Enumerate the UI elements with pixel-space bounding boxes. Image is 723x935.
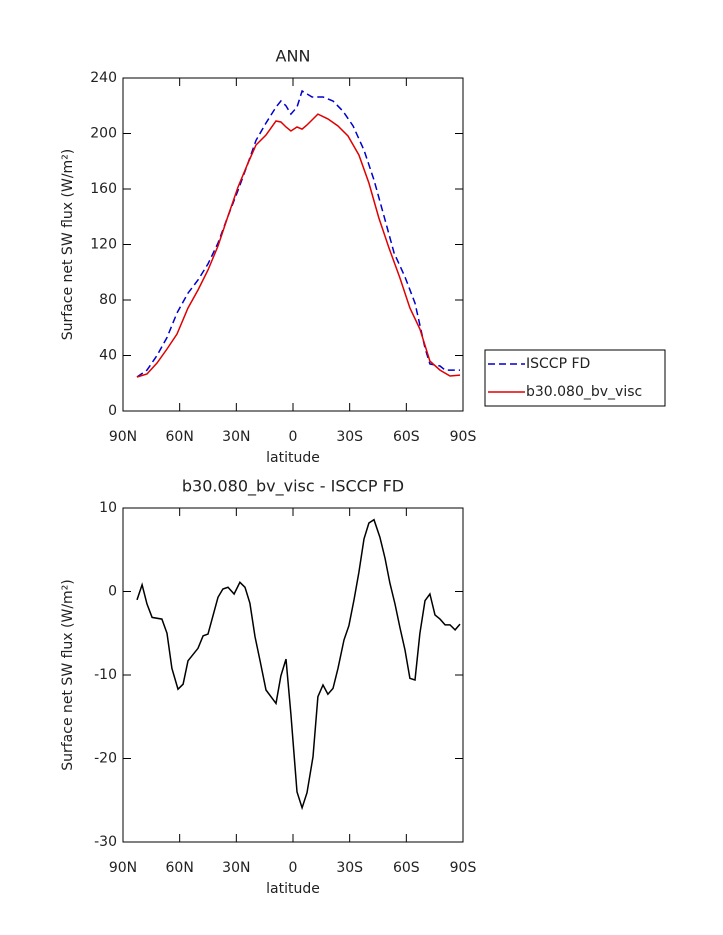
y-tick-label: 160	[90, 181, 117, 197]
x-tick-label: 0	[289, 429, 298, 445]
y-tick-label: 240	[90, 70, 117, 86]
plot-frame	[122, 77, 464, 412]
y-tick-label: 10	[99, 500, 117, 516]
x-tick-label: 30N	[222, 860, 250, 876]
x-axis-label: latitude	[266, 450, 320, 466]
x-tick-label: 60N	[166, 860, 194, 876]
x-tick-label: 90N	[109, 429, 137, 445]
x-tick-label: 30N	[222, 429, 250, 445]
y-tick-label: 0	[108, 584, 117, 600]
x-tick-label: 90S	[450, 429, 477, 445]
data-line	[136, 518, 461, 811]
x-tick-label: 30S	[336, 429, 363, 445]
data-line	[136, 113, 461, 378]
x-axis-label: latitude	[266, 881, 320, 897]
y-tick-label: -10	[94, 667, 117, 683]
x-tick-label: 60N	[166, 429, 194, 445]
data-line	[136, 89, 460, 378]
y-tick-label: 200	[90, 126, 117, 142]
legend-box	[484, 349, 666, 407]
y-tick-label: 40	[99, 348, 117, 364]
y-axis-label: Surface net SW flux (W/m²)	[60, 149, 76, 341]
y-tick-label: 80	[99, 292, 117, 308]
y-axis-label: Surface net SW flux (W/m²)	[60, 579, 76, 771]
chart-title: b30.080_bv_visc - ISCCP FD	[182, 477, 404, 497]
y-tick-label: -20	[94, 751, 117, 767]
chart-title: ANN	[276, 47, 311, 66]
x-tick-label: 90N	[109, 860, 137, 876]
legend-label: ISCCP FD	[526, 356, 590, 372]
x-tick-label: 0	[289, 860, 298, 876]
x-tick-label: 60S	[393, 860, 420, 876]
y-tick-label: -30	[94, 834, 117, 850]
x-tick-label: 30S	[336, 860, 363, 876]
y-tick-label: 0	[108, 403, 117, 419]
legend-label: b30.080_bv_visc	[526, 384, 642, 400]
x-tick-label: 60S	[393, 429, 420, 445]
x-tick-label: 90S	[450, 860, 477, 876]
y-tick-label: 120	[90, 237, 117, 253]
